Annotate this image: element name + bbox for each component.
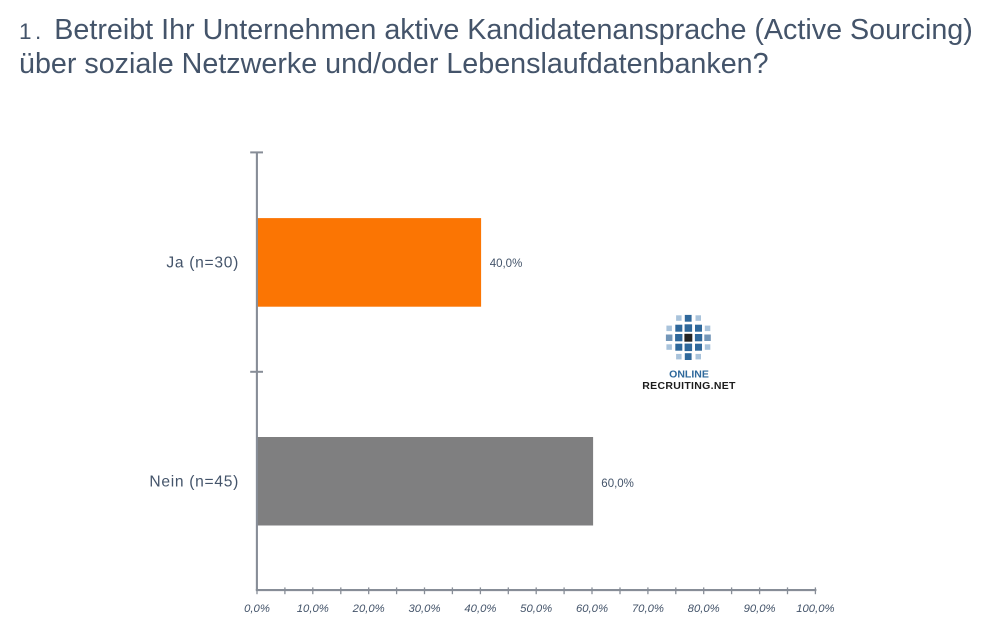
svg-text:70,0%: 70,0% [632, 603, 664, 615]
svg-text:0,0%: 0,0% [244, 603, 270, 615]
svg-text:30,0%: 30,0% [408, 603, 440, 615]
svg-text:10,0%: 10,0% [297, 603, 329, 615]
svg-text:Nein (n=45): Nein (n=45) [149, 474, 239, 491]
svg-text:ONLINE: ONLINE [669, 368, 709, 380]
svg-text:60,0%: 60,0% [601, 478, 634, 490]
svg-text:Ja (n=30): Ja (n=30) [166, 255, 239, 272]
svg-text:20,0%: 20,0% [352, 603, 385, 615]
svg-text:60,0%: 60,0% [576, 603, 608, 615]
svg-text:40,0%: 40,0% [464, 603, 496, 615]
svg-text:50,0%: 50,0% [520, 603, 552, 615]
svg-text:RECRUITING.NET: RECRUITING.NET [642, 380, 736, 392]
svg-text:80,0%: 80,0% [688, 603, 720, 615]
svg-text:40,0%: 40,0% [490, 258, 523, 270]
svg-text:100,0%: 100,0% [796, 603, 834, 615]
svg-text:90,0%: 90,0% [744, 603, 776, 615]
